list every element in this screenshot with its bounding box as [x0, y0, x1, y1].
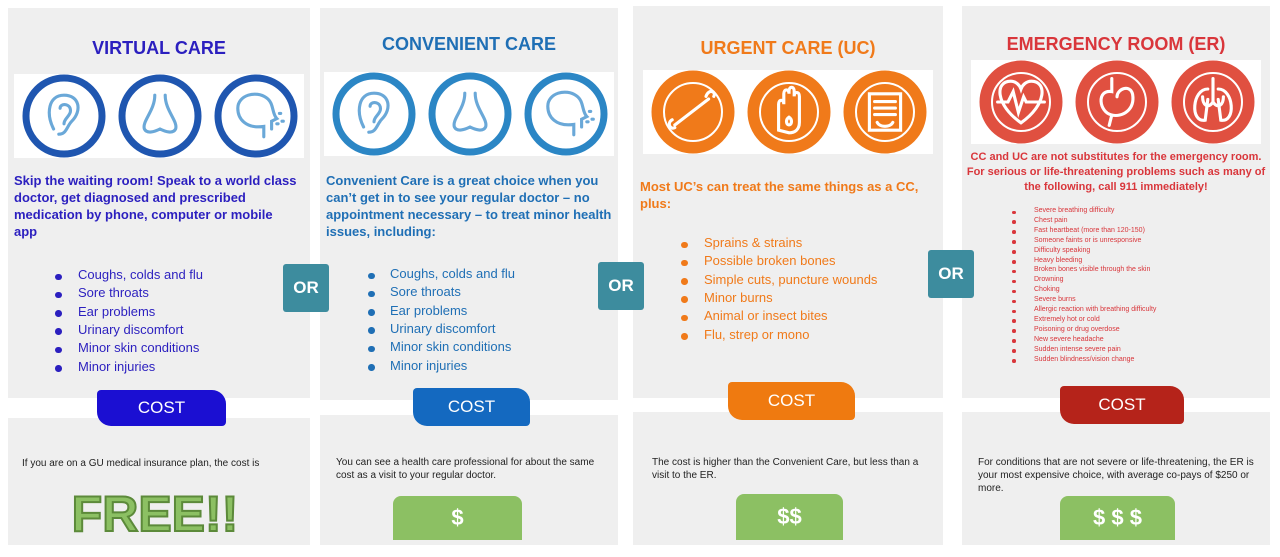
bullet	[55, 273, 62, 280]
bullet	[1012, 269, 1016, 274]
cost-badge: $	[393, 496, 522, 540]
bullet	[1012, 230, 1016, 234]
list-item: Poisoning or drug overdose	[1034, 325, 1120, 333]
bullet	[368, 309, 375, 316]
list-item: Coughs, colds and flu	[78, 267, 204, 282]
bullet	[1012, 339, 1016, 343]
list-item: Ear problems	[78, 303, 156, 319]
list-item: Someone faints or is unresponsive	[1034, 236, 1142, 244]
bullet	[681, 278, 688, 285]
bullet	[1012, 289, 1016, 294]
bullet	[368, 364, 375, 371]
cost-ribbon: COST	[97, 390, 226, 426]
list-item: Minor injuries	[78, 358, 156, 374]
bullet	[1012, 329, 1016, 333]
list-item: Animal or insect bites	[704, 308, 828, 324]
list-item: Sore throats	[390, 284, 461, 300]
cost-ribbon: COST	[413, 388, 530, 426]
list-item: Possible broken bones	[704, 253, 836, 269]
column-title: CONVENIENT CARE	[381, 34, 556, 54]
list-item: Minor injuries	[390, 357, 468, 373]
cost-text: You can see a health care professional f…	[336, 457, 595, 481]
list-item: Drowning	[1034, 276, 1064, 284]
bullet	[1012, 240, 1016, 244]
list-item: Urinary discomfort	[78, 321, 184, 337]
list-item: Heavy bleeding	[1034, 256, 1083, 264]
list-item: Sudden blindness/vision change	[1034, 355, 1135, 363]
icon-row	[324, 72, 614, 156]
list-item: Minor skin conditions	[390, 339, 512, 355]
bullet	[1012, 319, 1016, 323]
list-item: New severe headache	[1034, 335, 1104, 343]
cost-ribbon: COST	[1060, 386, 1184, 424]
cost-badge: FREE!!	[71, 486, 240, 542]
bullet	[55, 310, 62, 317]
bullet	[681, 241, 688, 248]
list-item: Broken bones visible through the skin	[1034, 266, 1151, 274]
list-item: Simple cuts, puncture wounds	[704, 271, 878, 287]
bottom-panel	[8, 418, 310, 545]
list-item: Sore throats	[78, 285, 149, 301]
bullet	[1012, 260, 1016, 264]
list-item: Allergic reaction with breathing difficu…	[1034, 306, 1157, 313]
icon-row	[14, 74, 304, 158]
list-item: Difficulty speaking	[1034, 246, 1091, 254]
or-connector: OR	[283, 264, 329, 312]
bullet	[55, 365, 62, 372]
cost-badge: $$	[736, 494, 843, 540]
bullet	[368, 272, 375, 279]
bullet	[681, 259, 688, 267]
list-item: Urinary discomfort	[390, 320, 496, 336]
bullet	[681, 333, 688, 340]
cost-text: For conditions that are not severe or li…	[978, 457, 1254, 494]
bullet	[1012, 349, 1016, 353]
bullet	[55, 291, 62, 299]
cost-text: The cost is higher than the Convenient C…	[652, 457, 919, 481]
list-item: Flu, strep or mono	[704, 326, 810, 342]
bullet	[55, 328, 62, 335]
bullet	[55, 346, 62, 354]
bullet	[1012, 210, 1016, 214]
column-title: VIRTUAL CARE	[92, 38, 226, 58]
list-item: Severe breathing difficulty	[1034, 207, 1115, 214]
list-item: Sudden intense severe pain	[1034, 345, 1121, 353]
icon-row	[971, 60, 1261, 144]
intro-text: Most UC’s can treat the same things as a…	[640, 179, 919, 211]
icon-row	[643, 70, 933, 154]
column-title: URGENT CARE (UC)	[700, 38, 876, 58]
intro-text: Convenient Care is a great choice when y…	[326, 173, 612, 239]
bullet	[368, 345, 375, 353]
list-item: Minor skin conditions	[78, 340, 200, 356]
list-item: Minor burns	[704, 289, 773, 305]
bullet	[368, 290, 375, 298]
list-item: Fast heartbeat (more than 120-150)	[1034, 226, 1145, 234]
list-item: Chest pain	[1034, 216, 1068, 224]
bullet	[1012, 359, 1016, 363]
cost-badge: $ $ $	[1060, 496, 1175, 540]
bullet	[1012, 279, 1016, 284]
list-item: Severe burns	[1034, 296, 1076, 304]
or-connector: OR	[928, 250, 974, 298]
list-item: Extremely hot or cold	[1034, 315, 1100, 323]
list-item: Coughs, colds and flu	[390, 266, 516, 281]
intro-text: CC and UC are not substitutes for the em…	[966, 151, 1266, 193]
column-title: EMERGENCY ROOM (ER)	[1006, 34, 1226, 54]
bullet	[681, 296, 688, 303]
bullet	[1012, 309, 1016, 313]
cost-ribbon: COST	[728, 382, 855, 420]
bullet	[1012, 220, 1016, 224]
bullet	[1012, 299, 1016, 304]
intro-text: Skip the waiting room! Speak to a world …	[14, 173, 297, 239]
bullet	[681, 314, 688, 322]
list-item: Sprains & strains	[704, 235, 803, 250]
bullet	[1012, 250, 1016, 254]
cost-text: If you are on a GU medical insurance pla…	[22, 458, 260, 469]
list-item: Choking	[1034, 286, 1060, 294]
bullet	[368, 327, 375, 334]
list-item: Ear problems	[390, 302, 468, 318]
or-connector: OR	[598, 262, 644, 310]
